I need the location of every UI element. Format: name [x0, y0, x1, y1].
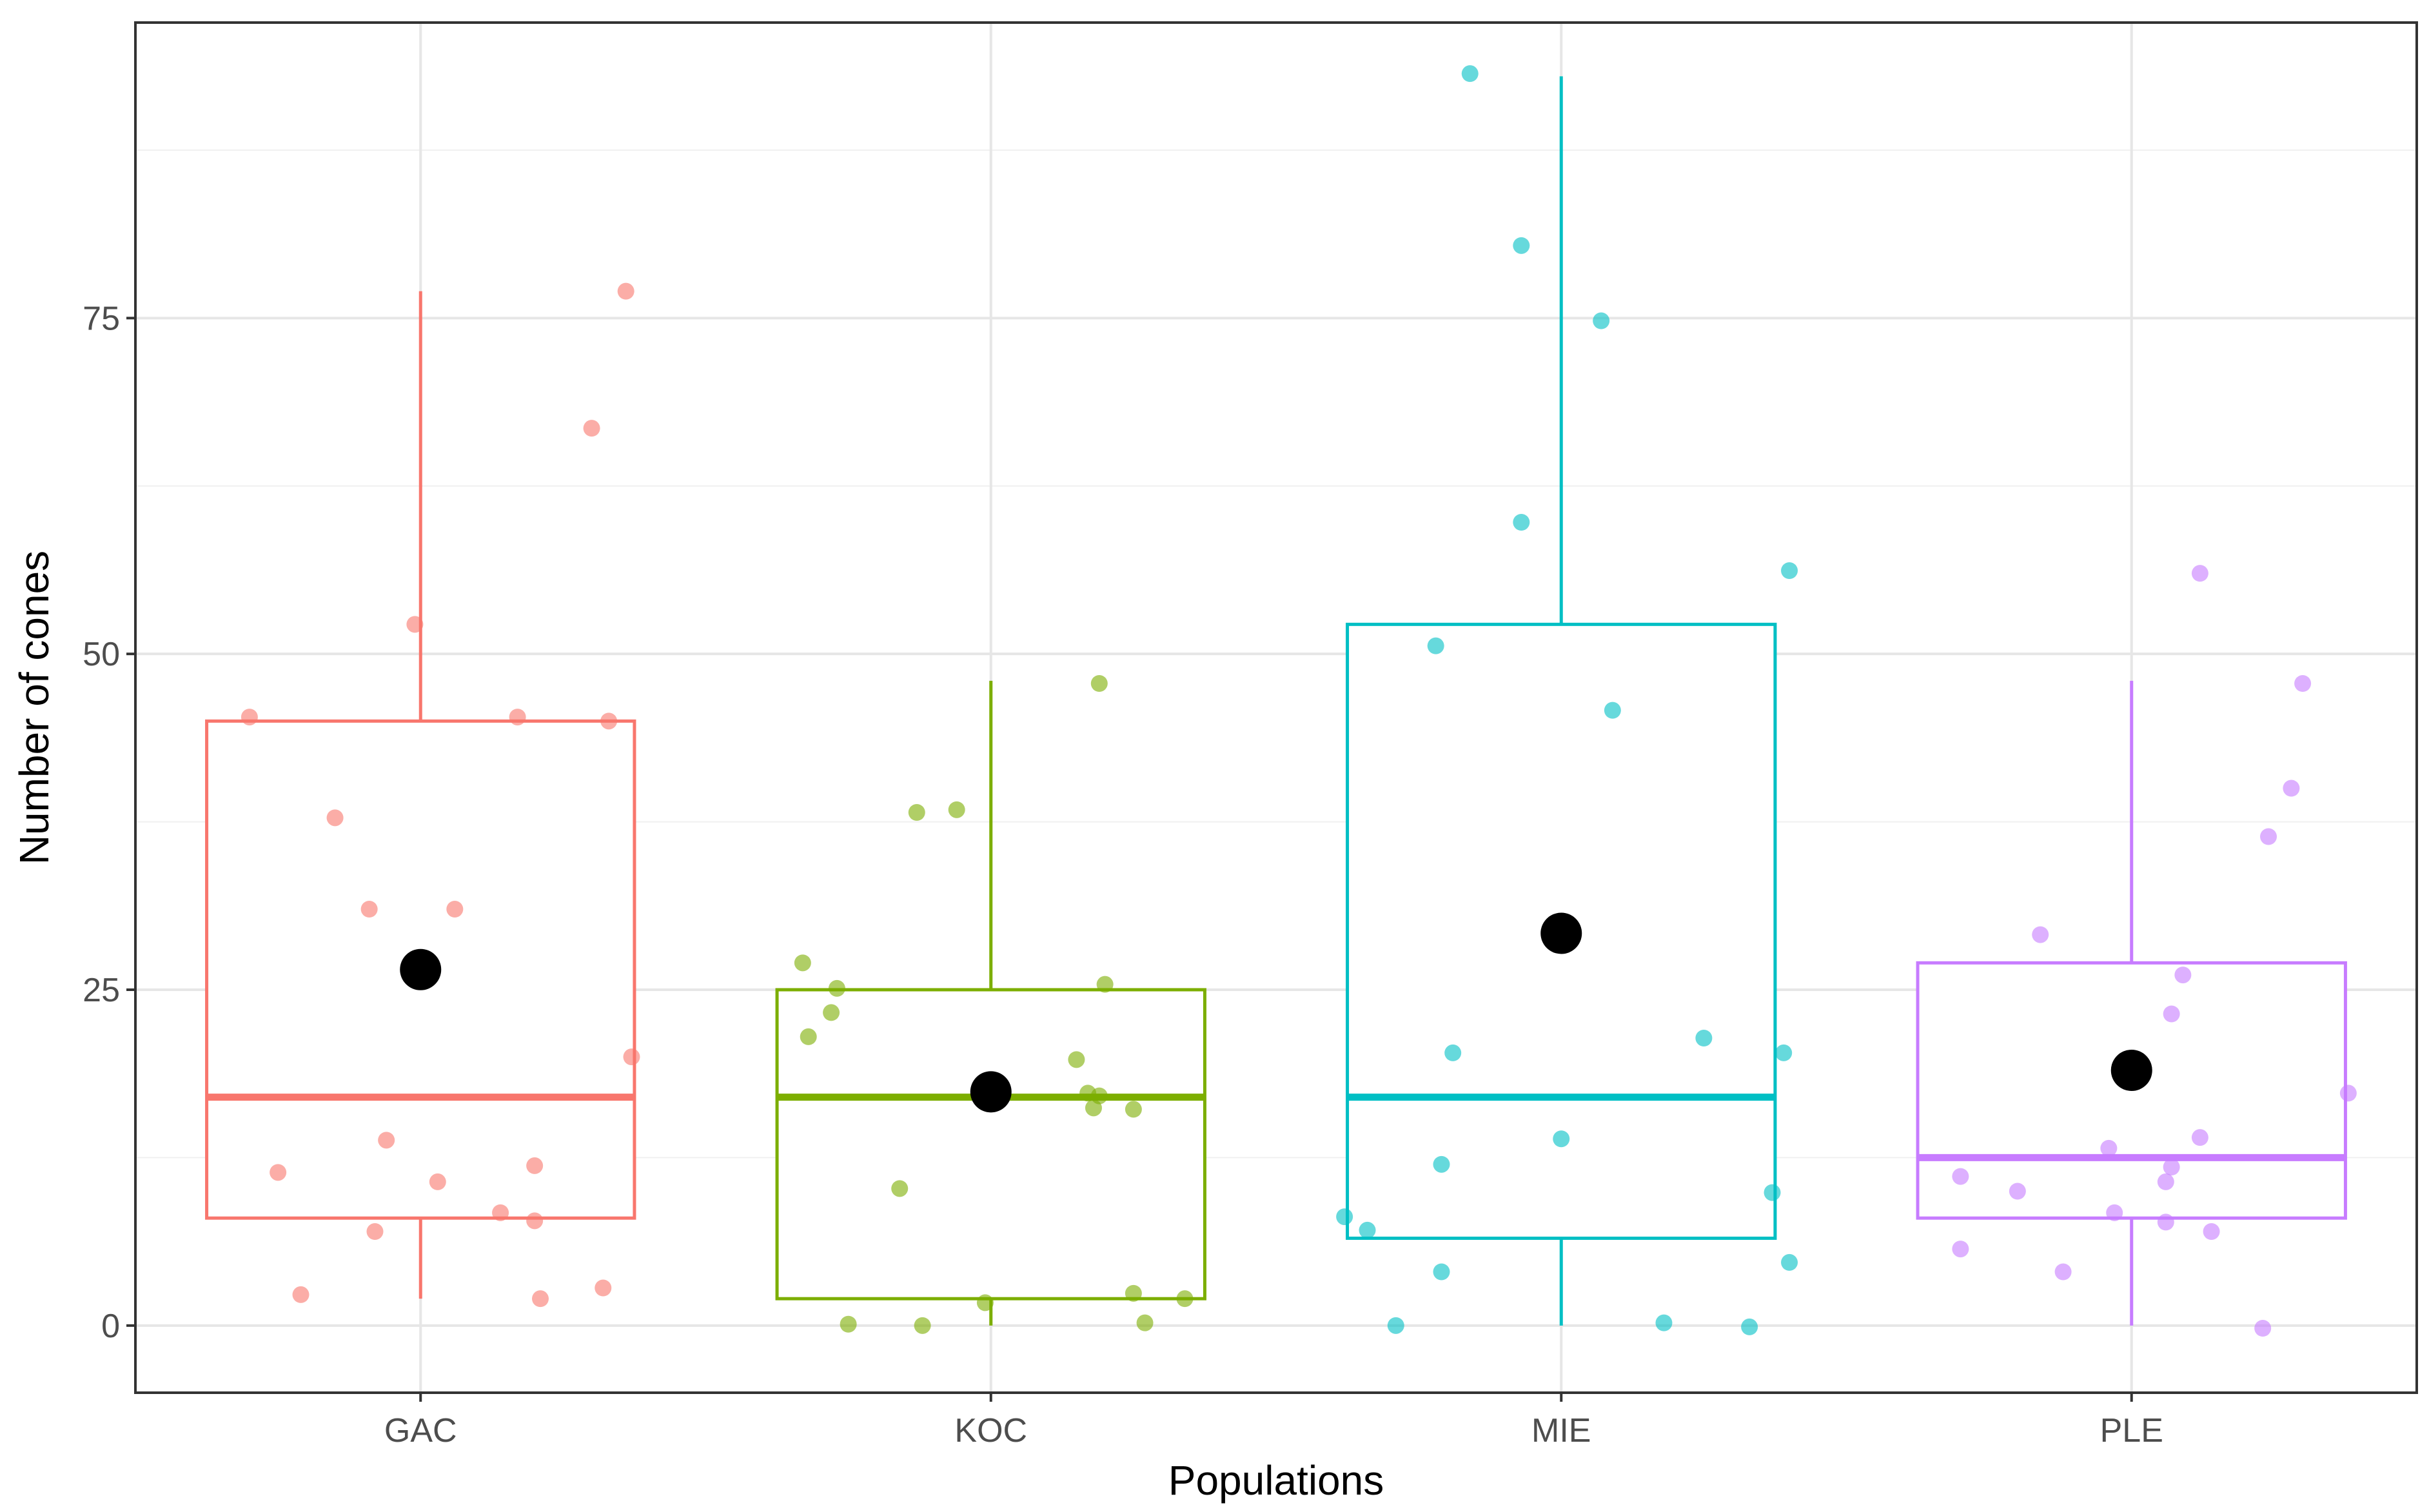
data-point	[531, 1290, 549, 1308]
data-point	[2260, 828, 2277, 845]
data-point	[292, 1286, 310, 1303]
data-point	[1433, 1263, 1450, 1281]
data-point	[2009, 1183, 2026, 1200]
data-point	[1387, 1317, 1404, 1334]
data-point	[406, 616, 424, 633]
data-point	[948, 801, 965, 818]
data-point	[2174, 967, 2192, 984]
data-point	[526, 1212, 544, 1230]
data-point	[1775, 1044, 1793, 1061]
data-point	[2294, 675, 2312, 692]
data-point	[1593, 312, 1610, 329]
mean-point	[970, 1071, 1012, 1113]
data-point	[1513, 514, 1530, 531]
data-point	[1604, 702, 1621, 719]
mean-point	[1540, 912, 1582, 954]
data-point	[360, 901, 378, 918]
data-point	[2191, 565, 2208, 582]
data-point	[2191, 1129, 2208, 1146]
data-point	[1952, 1241, 1969, 1258]
data-point	[2339, 1085, 2357, 1102]
data-point	[583, 420, 600, 437]
data-point	[270, 1164, 287, 1181]
data-point	[976, 1294, 994, 1311]
data-point	[1781, 1253, 1798, 1271]
data-point	[2254, 1320, 2272, 1337]
data-point	[1359, 1221, 1376, 1239]
data-point	[2163, 1159, 2180, 1175]
data-point	[2100, 1139, 2118, 1157]
data-point	[1068, 1051, 1085, 1068]
data-point	[1433, 1155, 1450, 1173]
data-point	[446, 901, 464, 918]
data-point	[2054, 1263, 2072, 1281]
y-axis-title: Number of cones	[11, 551, 57, 865]
box-koc	[775, 988, 1206, 1301]
data-point	[840, 1315, 857, 1333]
data-point	[1764, 1184, 1781, 1201]
data-point	[2157, 1173, 2174, 1190]
data-point	[794, 954, 811, 972]
data-point	[241, 709, 258, 726]
data-point	[828, 979, 845, 997]
data-point	[1781, 562, 1798, 579]
data-point	[366, 1223, 384, 1240]
mean-point	[400, 948, 442, 990]
data-point	[1427, 637, 1444, 654]
data-point	[429, 1173, 446, 1190]
data-point	[2163, 1005, 2180, 1023]
data-point	[1444, 1044, 1462, 1061]
data-point	[595, 1279, 612, 1297]
data-point	[2157, 1213, 2174, 1231]
data-point	[1096, 976, 1114, 993]
data-point	[1461, 65, 1479, 83]
data-point	[914, 1317, 931, 1334]
y-tick-label: 25	[83, 972, 120, 1009]
data-point	[891, 1180, 909, 1197]
data-point	[1136, 1314, 1154, 1331]
data-point	[823, 1004, 840, 1021]
axes: 0 25 50 75 GAC KOC MIE PLE	[83, 300, 2163, 1449]
data-point	[326, 809, 344, 827]
data-point	[1125, 1101, 1142, 1118]
data-point	[1553, 1130, 1570, 1148]
y-tick-label: 75	[83, 300, 120, 337]
data-point	[492, 1204, 509, 1221]
data-point	[623, 1048, 640, 1066]
data-point	[1513, 237, 1530, 254]
data-point	[1125, 1284, 1142, 1302]
data-point	[1695, 1030, 1713, 1046]
data-point	[1176, 1290, 1194, 1308]
data-point	[526, 1157, 544, 1174]
data-point	[2283, 780, 2300, 797]
data-point	[1741, 1318, 1758, 1335]
data-point	[2032, 926, 2049, 943]
y-tick-label: 0	[101, 1308, 120, 1345]
panel-border	[134, 21, 2418, 1394]
data-point	[509, 709, 526, 726]
data-point	[617, 282, 634, 300]
data-point	[1336, 1208, 1353, 1226]
data-point	[2203, 1223, 2220, 1240]
mean-markers	[400, 912, 2152, 1113]
data-point	[800, 1028, 817, 1045]
x-tick-label: PLE	[2100, 1412, 2163, 1449]
x-tick-label: MIE	[1531, 1412, 1591, 1449]
jitter-points	[241, 65, 2357, 1337]
x-axis-title: Populations	[1168, 1457, 1384, 1504]
data-point	[2106, 1204, 2123, 1221]
data-point	[378, 1132, 395, 1149]
data-point	[1085, 1099, 1102, 1117]
data-point	[1655, 1314, 1673, 1331]
y-tick-label: 50	[83, 636, 120, 673]
data-point	[1090, 675, 1108, 692]
data-point	[1952, 1168, 1969, 1185]
x-tick-label: KOC	[954, 1412, 1027, 1449]
mean-point	[2110, 1050, 2152, 1091]
data-point	[908, 804, 925, 821]
x-tick-label: GAC	[384, 1412, 457, 1449]
data-point	[600, 712, 618, 730]
